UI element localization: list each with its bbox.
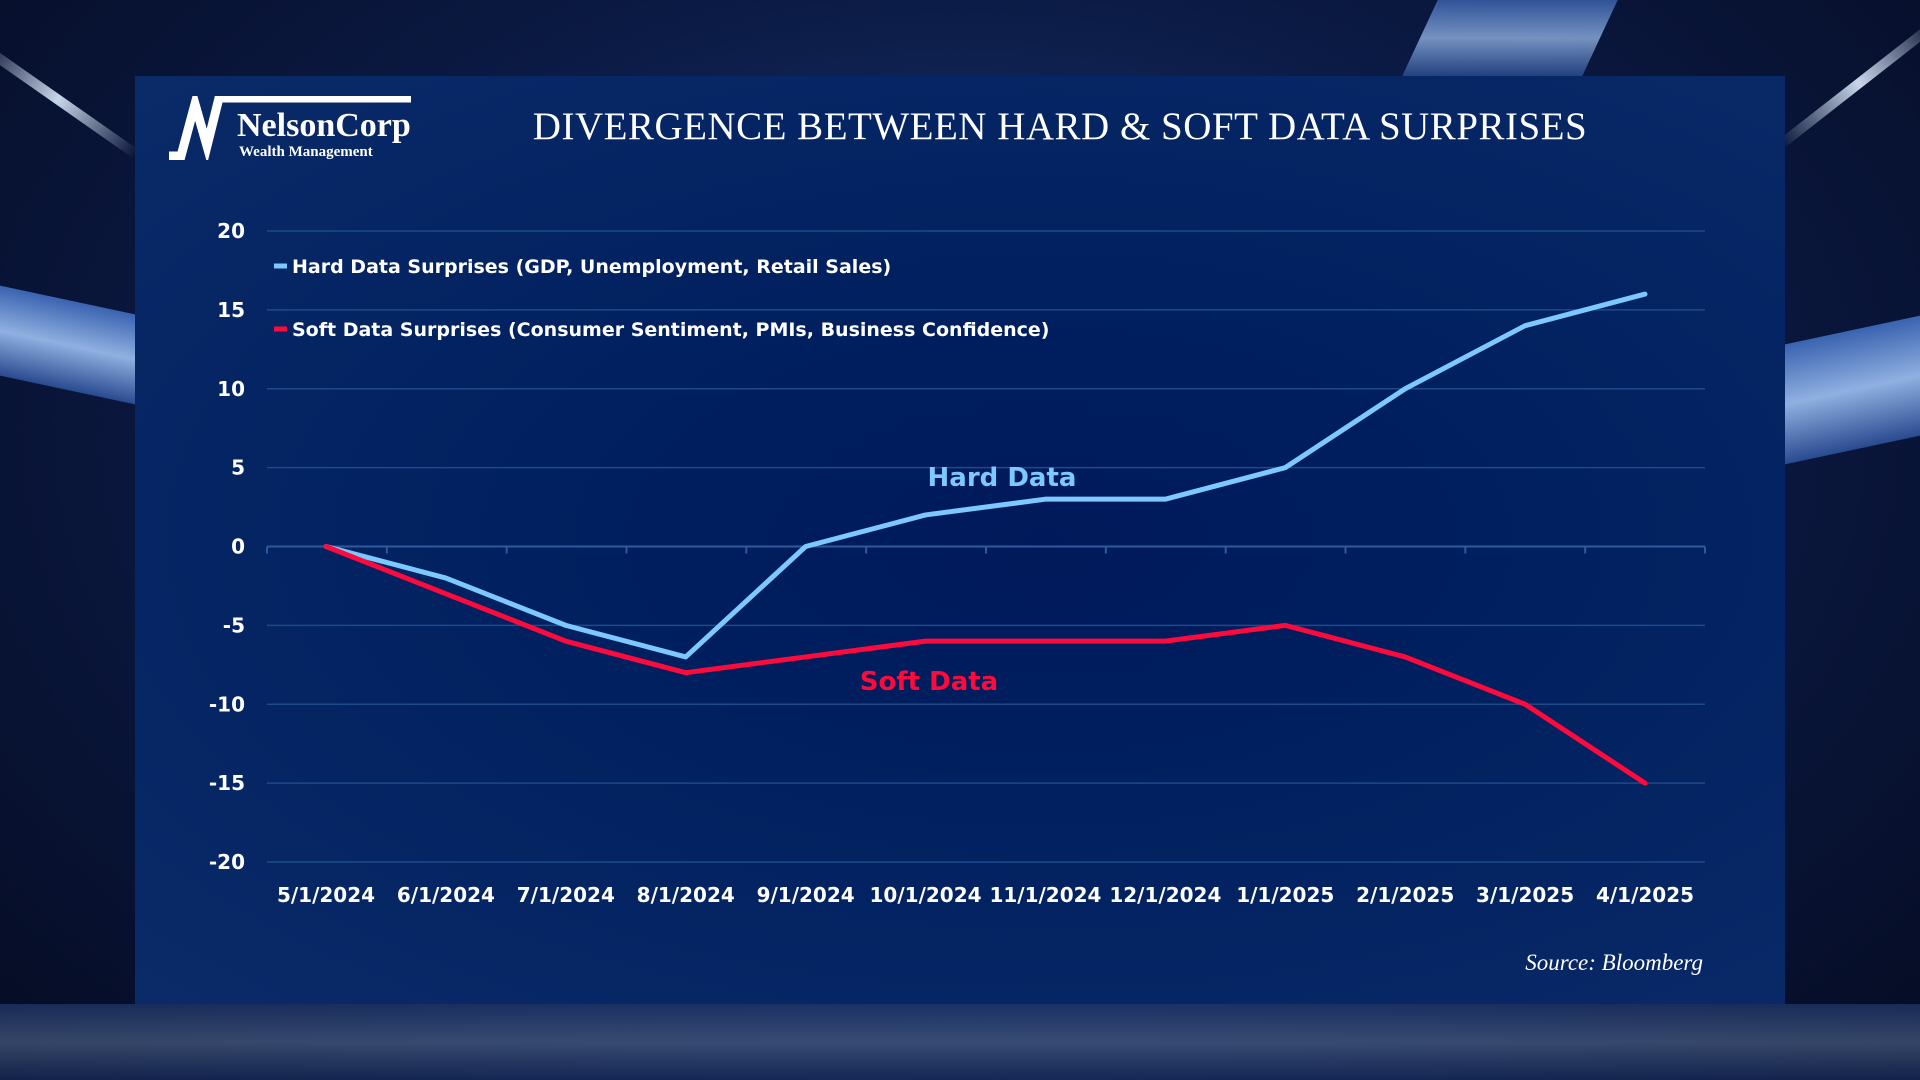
y-tick-label: 10 [217, 377, 245, 401]
series-annotation: Hard Data [928, 463, 1077, 493]
y-tick-label: 0 [231, 535, 245, 559]
x-tick-label: 11/1/2024 [989, 883, 1101, 907]
x-tick-label: 9/1/2024 [757, 883, 855, 907]
x-tick-label: 1/1/2025 [1236, 883, 1334, 907]
logo-subtitle: Wealth Management [239, 144, 373, 160]
x-tick-label: 10/1/2024 [870, 883, 982, 907]
y-tick-label: -15 [209, 771, 245, 795]
series-line-soft [323, 544, 1648, 786]
y-tick-label: 5 [231, 456, 245, 480]
x-tick-label: 7/1/2024 [517, 883, 615, 907]
y-tick-label: -20 [209, 850, 245, 874]
y-tick-label: -10 [209, 692, 245, 716]
y-tick-label: 20 [217, 219, 245, 243]
x-tick-label: 12/1/2024 [1109, 883, 1221, 907]
x-tick-label: 6/1/2024 [397, 883, 495, 907]
x-tick-label: 4/1/2025 [1596, 883, 1694, 907]
y-tick-label: 15 [217, 298, 245, 322]
x-tick-label: 8/1/2024 [637, 883, 735, 907]
series-line-hard [323, 291, 1648, 660]
chart-title: DIVERGENCE BETWEEN HARD & SOFT DATA SURP… [532, 105, 1588, 148]
logo-name: NelsonCorp [237, 107, 411, 144]
nelsoncorp-logo: NelsonCorp Wealth Management [167, 87, 417, 164]
y-tick-label: -5 [223, 613, 245, 637]
legend-entry: Hard Data Surprises (GDP, Unemployment, … [292, 256, 891, 278]
legend-entry: Soft Data Surprises (Consumer Sentiment,… [292, 319, 1050, 341]
source-note: Source: Bloomberg [1525, 950, 1703, 975]
x-tick-label: 2/1/2025 [1356, 883, 1454, 907]
x-tick-label: 3/1/2025 [1476, 883, 1574, 907]
x-tick-label: 5/1/2024 [277, 883, 375, 907]
series-annotation: Soft Data [860, 667, 998, 697]
